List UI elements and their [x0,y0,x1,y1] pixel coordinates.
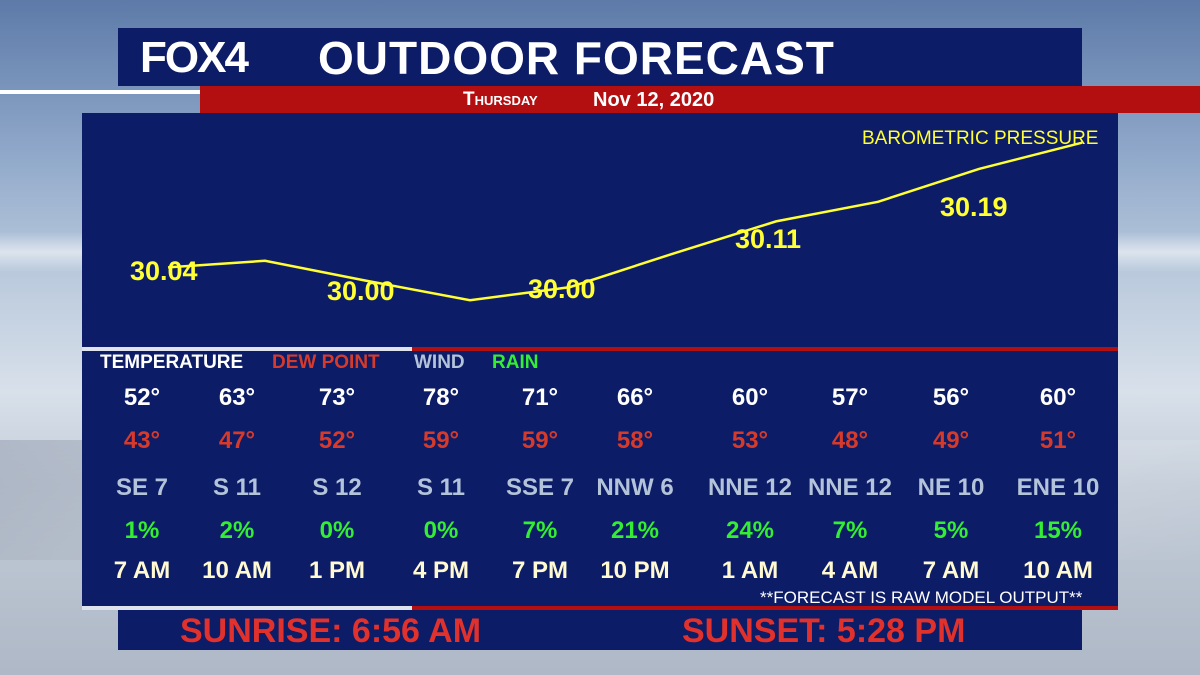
dew-point-value: 59° [521,427,559,454]
header-bar [118,28,1082,86]
temperature-value: 71° [521,384,559,411]
separator-white [82,347,412,351]
pressure-line [167,141,1083,302]
dew-point-value: 49° [932,427,970,454]
wind-value: ENE 10 [1016,474,1100,501]
date-bar [200,86,1200,113]
footer-bar [118,610,1082,650]
temperature-value: 66° [616,384,654,411]
wind-value: NNE 12 [807,474,893,501]
rain-chance-value: 7% [522,517,558,544]
bottom-separator-white [82,606,412,610]
dew-point-value: 48° [831,427,869,454]
temperature-value: 60° [731,384,769,411]
legend-rain: RAIN [492,352,539,373]
rain-chance-value: 21% [610,517,660,544]
header-white-line [0,90,200,94]
dew-point-value: 59° [422,427,460,454]
sunrise-time: SUNRISE: 6:56 AM [180,612,482,650]
legend-wind: WIND [414,352,465,373]
wind-value: NE 10 [917,474,985,501]
rain-chance-value: 1% [124,517,160,544]
temperature-value: 56° [932,384,970,411]
wind-value: S 11 [416,474,466,501]
separator-red [412,347,1118,351]
chart-title: BAROMETRIC PRESSURE [862,128,1099,149]
pressure-data-label: 30.19 [940,192,1008,222]
bottom-separator-red [412,606,1118,610]
wind-value: SE 7 [115,474,169,501]
dew-point-value: 58° [616,427,654,454]
temperature-value: 78° [422,384,460,411]
rain-chance-value: 0% [319,517,355,544]
wind-value: S 11 [212,474,262,501]
forecast-time: 10 AM [202,557,272,584]
forecast-time: 7 PM [511,557,568,584]
raw-model-note: **FORECAST IS RAW MODEL OUTPUT** [760,588,1083,607]
forecast-time: 10 AM [1023,557,1093,584]
pressure-data-label: 30.11 [735,224,802,254]
legend-dew-point: DEW POINT [272,352,380,373]
pressure-data-label: 30.04 [130,256,198,286]
dew-point-value: 52° [318,427,356,454]
dew-point-value: 43° [123,427,161,454]
rain-chance-value: 5% [933,517,969,544]
wind-value: NNW 6 [596,474,674,501]
dew-point-value: 53° [731,427,769,454]
wind-value: SSE 7 [505,474,575,501]
forecast-time: 1 PM [308,557,365,584]
forecast-date: Nov 12, 2020 [593,89,715,111]
legend-temperature: TEMPERATURE [100,352,244,373]
forecast-day: Thursday [463,89,538,110]
forecast-panel [82,113,1118,608]
rain-chance-value: 24% [725,517,775,544]
temperature-value: 57° [831,384,869,411]
pressure-data-label: 30.00 [528,274,596,304]
wind-value: NNE 12 [707,474,793,501]
rain-chance-value: 0% [423,517,459,544]
rain-chance-value: 2% [219,517,255,544]
forecast-time: 7 AM [922,557,980,584]
dew-point-value: 51° [1039,427,1077,454]
pressure-data-label: 30.00 [327,276,395,306]
station-logo: FOX4 [140,33,249,82]
temperature-value: 60° [1039,384,1077,411]
temperature-value: 52° [123,384,161,411]
temperature-value: 73° [318,384,356,411]
forecast-time: 4 AM [821,557,879,584]
forecast-time: 1 AM [721,557,779,584]
forecast-time: 4 PM [412,557,469,584]
pressure-chart [167,141,1083,302]
dew-point-value: 47° [218,427,256,454]
page-title: OUTDOOR FORECAST [318,32,835,84]
wind-value: S 12 [312,474,362,501]
temperature-value: 63° [218,384,256,411]
rain-chance-value: 15% [1033,517,1083,544]
rain-chance-value: 7% [832,517,868,544]
sunset-time: SUNSET: 5:28 PM [682,612,966,650]
forecast-time: 7 AM [113,557,171,584]
forecast-time: 10 PM [600,557,670,584]
